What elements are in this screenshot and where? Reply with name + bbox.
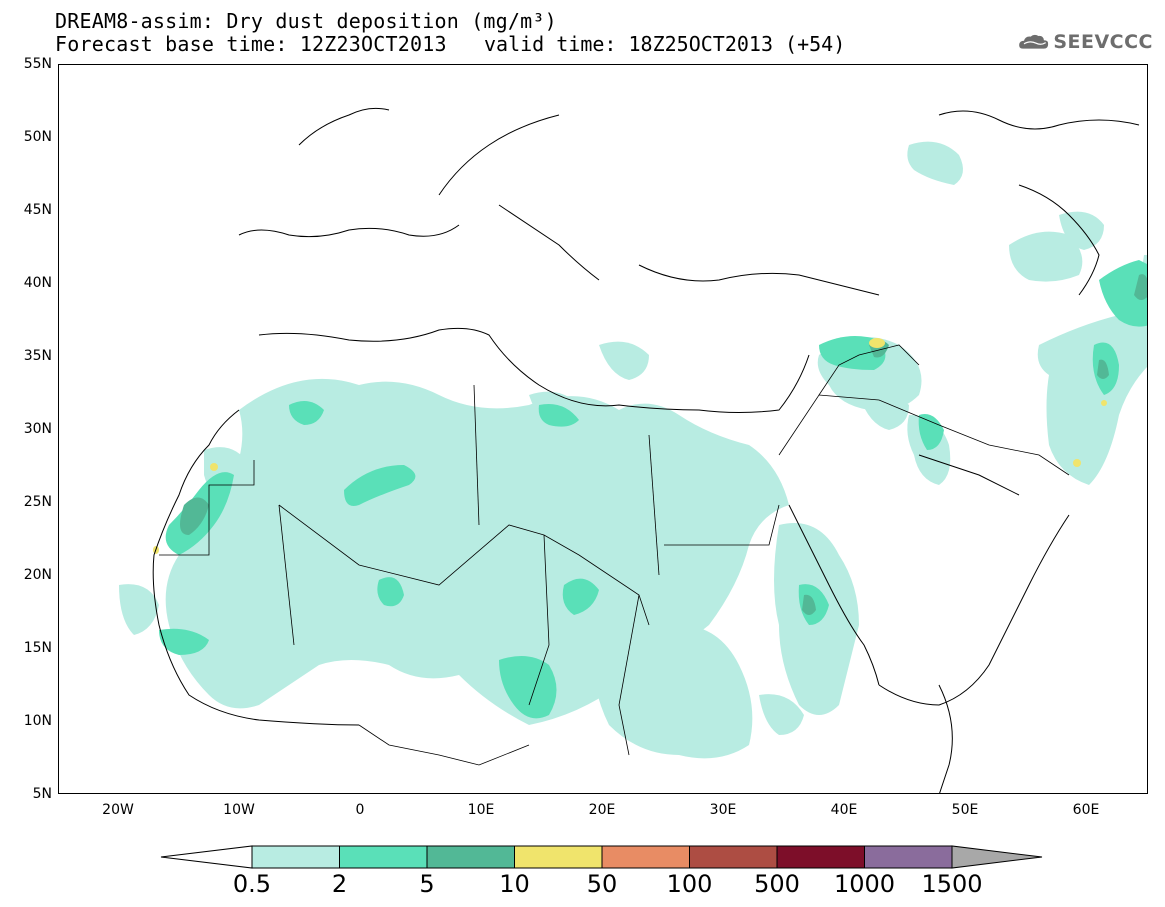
colorbar-segment xyxy=(426,845,515,869)
lat-label-50n: 50N xyxy=(23,129,52,145)
chart-title: DREAM8-assim: Dry dust deposition (mg/m³… xyxy=(55,9,557,33)
colorbar-tick-label: 1000 xyxy=(833,870,896,898)
lat-label-40n: 40N xyxy=(23,275,52,291)
dust-map-svg xyxy=(119,107,1147,793)
lon-label-20w: 20W xyxy=(102,802,134,818)
lon-label-10w: 10W xyxy=(223,802,255,818)
lon-label-30e: 30E xyxy=(709,802,737,818)
colorbar-tick-label: 1500 xyxy=(921,870,983,898)
deposition-level-0-5 xyxy=(119,141,1147,759)
lon-label-10e: 10E xyxy=(467,802,495,818)
colorbar-tick-label: 100 xyxy=(666,870,713,898)
colorbar-tick-label: 50 xyxy=(586,870,618,898)
deposition-level-10 xyxy=(153,338,1107,554)
logo-text: SEEVCCC xyxy=(1053,31,1153,53)
lon-label-20e: 20E xyxy=(588,802,616,818)
deposition-level-2 xyxy=(159,260,1147,719)
lat-label-5n: 5N xyxy=(32,786,52,802)
colorbar-segment xyxy=(864,845,953,869)
colorbar-tick-label: 10 xyxy=(499,870,530,898)
colorbar-tick-label: 500 xyxy=(754,870,800,898)
lat-label-55n: 55N xyxy=(23,56,52,72)
lon-label-50e: 50E xyxy=(951,802,979,818)
base-time-label: Forecast base time: 12Z23OCT2013 xyxy=(55,32,447,56)
lat-label-45n: 45N xyxy=(23,202,52,218)
colorbar-segment xyxy=(689,845,778,869)
lat-label-30n: 30N xyxy=(23,421,52,437)
colorbar-segment xyxy=(776,845,865,869)
coastlines xyxy=(152,107,1140,793)
lon-label-60e: 60E xyxy=(1072,802,1100,818)
lat-label-10n: 10N xyxy=(23,713,52,729)
cloud-icon xyxy=(1019,34,1049,49)
colorbar-segment xyxy=(251,845,340,869)
lat-label-35n: 35N xyxy=(23,348,52,364)
colorbar xyxy=(160,845,1043,869)
lat-label-25n: 25N xyxy=(23,494,52,510)
valid-time-label: valid time: 18Z25OCT2013 (+54) xyxy=(484,32,846,56)
colorbar-over-triangle xyxy=(951,845,1043,869)
lon-label-40e: 40E xyxy=(830,802,858,818)
seevccc-logo: SEEVCCC xyxy=(1018,24,1153,60)
lat-label-20n: 20N xyxy=(23,567,52,583)
colorbar-segment xyxy=(601,845,690,869)
colorbar-under-triangle xyxy=(160,845,253,869)
colorbar-tick-label: 2 xyxy=(331,870,348,898)
colorbar-segment xyxy=(514,845,603,869)
lon-label-0: 0 xyxy=(355,802,365,818)
lat-label-15n: 15N xyxy=(23,640,52,656)
country-borders xyxy=(159,344,1070,766)
colorbar-tick-label: 5 xyxy=(419,870,435,898)
map-plot-area xyxy=(58,64,1148,794)
colorbar-tick-label: 0.5 xyxy=(232,870,272,898)
colorbar-segment xyxy=(339,845,428,869)
